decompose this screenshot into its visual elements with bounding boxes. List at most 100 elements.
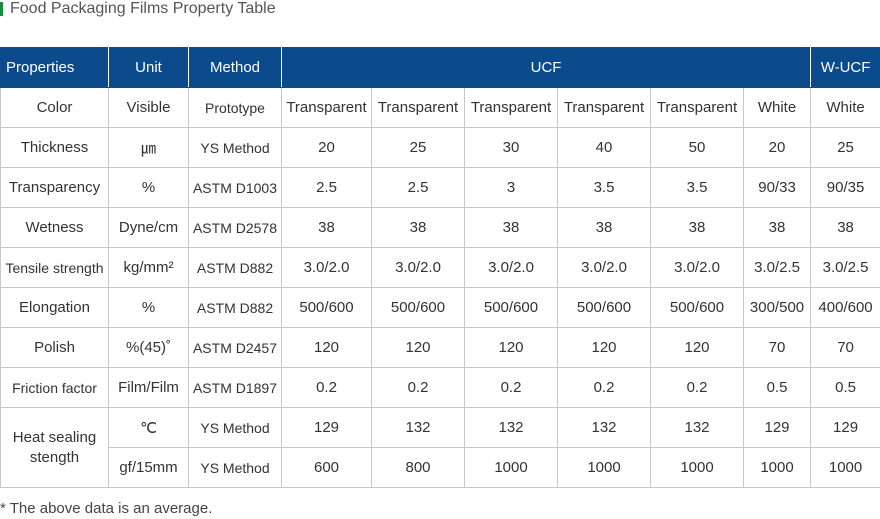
value-cell: 120: [557, 327, 651, 368]
table-row: Transparency% ASTM D1003 2.5 2.5 3 3.5 3.5 90/3…: [0, 167, 880, 208]
header-unit: Unit: [108, 47, 189, 88]
property-cell: Tensile strength: [0, 247, 109, 288]
value-cell: 38: [557, 207, 651, 248]
unit-cell: Dyne/cm: [108, 207, 189, 248]
header-ucf: UCF: [280, 47, 812, 88]
value-cell: Transparent: [281, 87, 372, 128]
table-row: Friction factor Film/Film ASTM D1897 0.2 0.2…: [0, 367, 880, 408]
value-cell: 129: [742, 407, 812, 448]
value-cell: 0.2: [650, 367, 744, 408]
property-cell: Heat sealing stength: [0, 407, 109, 488]
value-cell: 40: [557, 127, 651, 168]
method-cell: ASTM D2457: [188, 327, 282, 368]
value-cell: 3.0/2.0: [557, 247, 651, 288]
value-cell: 38: [742, 207, 812, 248]
value-cell: 3.0/2.0: [650, 247, 744, 288]
value-cell: 38: [281, 207, 372, 248]
value-cell: 50: [650, 127, 744, 168]
footnote: * The above data is an average.: [0, 500, 213, 517]
value-cell: 3.0/2.0: [464, 247, 558, 288]
unit-cell: %: [108, 167, 189, 208]
value-cell: 70: [810, 327, 880, 368]
property-cell: Friction factor: [0, 367, 109, 408]
method-cell: Prototype: [188, 87, 282, 128]
value-cell: 38: [464, 207, 558, 248]
value-cell: 132: [650, 407, 744, 448]
value-cell: White: [810, 87, 880, 128]
value-cell: 20: [281, 127, 372, 168]
value-cell: 500/600: [464, 287, 558, 328]
value-cell: 129: [281, 407, 372, 448]
header-wucf: W-UCF: [810, 47, 880, 88]
property-cell: Wetness: [0, 207, 109, 248]
value-cell: 20: [742, 127, 812, 168]
table-body: Color Visible Prototype Transparent Transpar…: [0, 87, 880, 488]
value-cell: 2.5: [281, 167, 372, 208]
value-cell: 3: [464, 167, 558, 208]
value-cell: 3.0/2.0: [281, 247, 372, 288]
value-cell: 1000: [557, 447, 651, 488]
value-cell: 500/600: [281, 287, 372, 328]
value-cell: Transparent: [650, 87, 744, 128]
value-cell: 25: [810, 127, 880, 168]
method-cell: YS Method: [188, 127, 282, 168]
value-cell: 132: [464, 407, 558, 448]
unit-cell: Film/Film: [108, 367, 189, 408]
method-cell: ASTM D1897: [188, 367, 282, 408]
method-cell: ASTM D882: [188, 287, 282, 328]
table-row: Thickness ㎛ YS Method 20 25 30 40 50 20 25: [0, 127, 880, 168]
value-cell: 25: [371, 127, 465, 168]
value-cell: 1000: [810, 447, 880, 488]
header-method: Method: [188, 47, 282, 88]
table-row: Tensile strength kg/mm² ASTM D882 3.0/2.0 3.…: [0, 247, 880, 288]
value-cell: 90/35: [810, 167, 880, 208]
table-row: Heat sealing stength ℃ YS Method 129 132 132 1…: [0, 407, 880, 488]
property-cell: Thickness: [0, 127, 109, 168]
unit-cell: %: [108, 287, 189, 328]
table-row: Color Visible Prototype Transparent Transpar…: [0, 87, 880, 128]
value-cell: 500/600: [371, 287, 465, 328]
value-cell: Transparent: [557, 87, 651, 128]
value-cell: 400/600: [810, 287, 880, 328]
unit-cell: Visible: [108, 87, 189, 128]
value-cell: 38: [810, 207, 880, 248]
value-cell: 0.2: [371, 367, 465, 408]
unit-cell: kg/mm²: [108, 247, 189, 288]
value-cell: 500/600: [650, 287, 744, 328]
table-title: Food Packaging Films Property Table: [0, 0, 276, 18]
title-accent-bar: [0, 2, 3, 16]
value-cell: White: [742, 87, 812, 128]
value-cell: 1000: [650, 447, 744, 488]
value-cell: 129: [810, 407, 880, 448]
value-cell: 0.2: [557, 367, 651, 408]
property-cell: Polish: [0, 327, 109, 368]
value-cell: 1000: [464, 447, 558, 488]
method-cell: ASTM D1003: [188, 167, 282, 208]
value-cell: 90/33: [742, 167, 812, 208]
value-cell: 1000: [742, 447, 812, 488]
header-row: Properties Unit Method UCF W-UCF: [0, 47, 880, 88]
value-cell: 38: [650, 207, 744, 248]
value-cell: 132: [557, 407, 651, 448]
property-table: Properties Unit Method UCF W-UCF Color Vi…: [0, 47, 880, 488]
header-properties: Properties: [0, 47, 109, 88]
table-row: Elongation% ASTM D882 500/600 500/600 500/60…: [0, 287, 880, 328]
value-cell: Transparent: [464, 87, 558, 128]
value-cell: 3.0/2.5: [742, 247, 812, 288]
value-cell: 0.5: [742, 367, 812, 408]
value-cell: 132: [371, 407, 465, 448]
unit-cell: %(45)˚: [108, 327, 189, 368]
value-cell: 0.2: [281, 367, 372, 408]
value-cell: 120: [371, 327, 465, 368]
value-cell: 300/500: [742, 287, 812, 328]
property-cell: Color: [0, 87, 109, 128]
value-cell: 800: [371, 447, 465, 488]
value-cell: 38: [371, 207, 465, 248]
property-cell: Elongation: [0, 287, 109, 328]
unit-cell: ℃: [108, 407, 189, 448]
value-cell: Transparent: [371, 87, 465, 128]
value-cell: 120: [281, 327, 372, 368]
method-cell: YS Method: [188, 407, 282, 448]
value-cell: 30: [464, 127, 558, 168]
value-cell: 500/600: [557, 287, 651, 328]
